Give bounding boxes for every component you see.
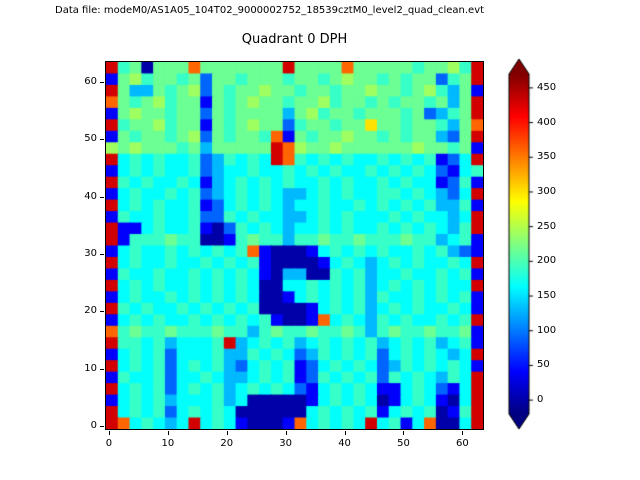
colorbar-tick-label: 300	[537, 185, 557, 197]
heatmap-plot	[105, 61, 484, 430]
y-tick-label: 10	[84, 362, 97, 374]
chart-title: Quadrant 0 DPH	[241, 32, 348, 47]
colorbar-tick-label: 450	[537, 81, 557, 93]
colorbar-tick-label: 350	[537, 151, 557, 163]
x-tick-label: 20	[220, 438, 234, 449]
y-tick-mark	[100, 139, 104, 141]
y-tick-mark	[100, 426, 104, 428]
datafile-label: Data file: modeM0/AS1A05_104T02_90000027…	[55, 5, 485, 16]
y-tick-label: 0	[90, 420, 97, 432]
heatmap-canvas	[106, 62, 483, 429]
colorbar	[507, 58, 537, 430]
colorbar-tick-label: 100	[537, 324, 557, 336]
x-tick-mark	[167, 431, 169, 435]
colorbar-tick-label: 400	[537, 116, 557, 128]
x-tick-mark	[462, 431, 464, 435]
x-tick-mark	[226, 431, 228, 435]
y-tick-label: 30	[84, 248, 97, 260]
y-tick-mark	[100, 311, 104, 313]
y-tick-mark	[100, 82, 104, 84]
colorbar-tick-label: 50	[537, 359, 550, 371]
x-tick-label: 30	[279, 438, 293, 449]
y-tick-label: 50	[84, 133, 97, 145]
x-tick-label: 10	[161, 438, 175, 449]
y-tick-mark	[100, 196, 104, 198]
y-tick-label: 40	[84, 190, 97, 202]
colorbar-tick-label: 0	[537, 394, 544, 406]
x-tick-mark	[108, 431, 110, 435]
y-tick-label: 60	[84, 76, 97, 88]
y-tick-label: 20	[84, 305, 97, 317]
x-tick-mark	[285, 431, 287, 435]
x-tick-label: 40	[338, 438, 351, 449]
y-tick-mark	[100, 254, 104, 256]
x-tick-label: 50	[397, 438, 410, 449]
x-tick-label: 0	[105, 438, 113, 449]
x-tick-mark	[344, 431, 346, 435]
colorbar-tick-label: 200	[537, 255, 557, 267]
colorbar-tick-label: 150	[537, 290, 557, 302]
y-tick-mark	[100, 368, 104, 370]
colorbar-tick-label: 250	[537, 220, 557, 232]
x-tick-mark	[403, 431, 405, 435]
x-tick-label: 60	[456, 438, 469, 449]
